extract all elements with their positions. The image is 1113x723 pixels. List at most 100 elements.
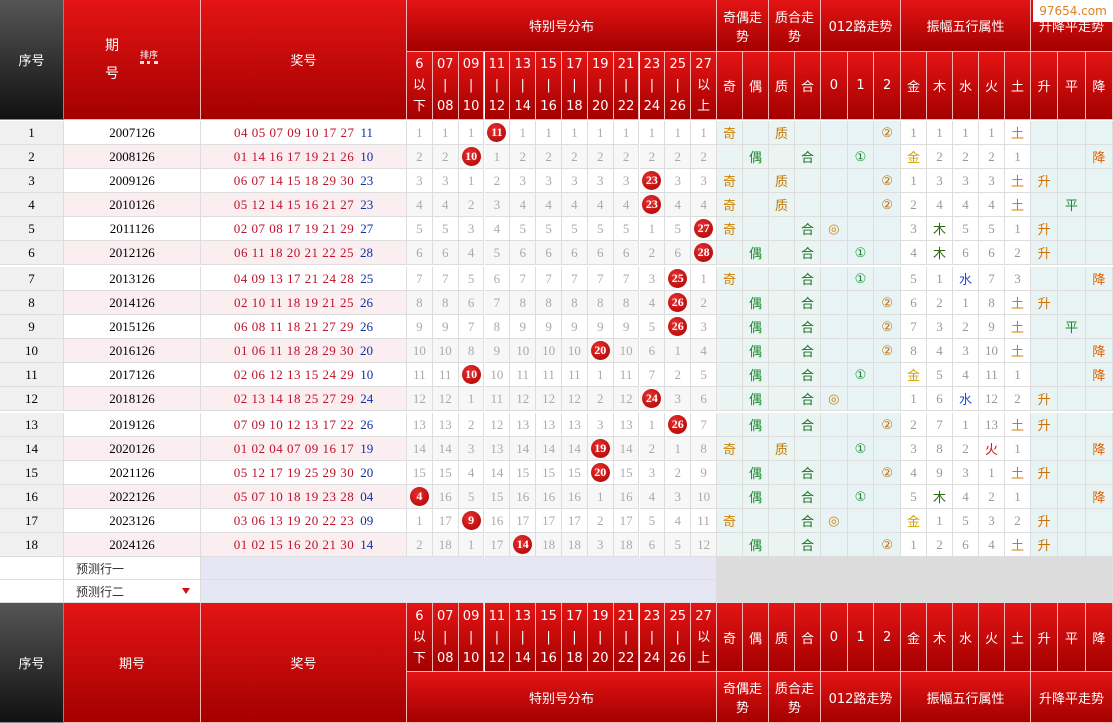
oe-cell: 偶 [743,291,769,315]
dist-cell: 1 [639,217,666,241]
dist-cell: 3 [536,169,562,193]
dist-cell: 12 [562,387,588,411]
trend-cell: 升 [1031,413,1059,437]
wx-cell: 1 [1005,437,1031,461]
wx-cell: 土 [1005,291,1031,315]
seq-cell: 14 [0,437,64,461]
pc-cell: 质 [769,121,795,145]
numbers: 04 05 07 09 10 17 27 [233,124,355,140]
road-cell: ① [847,241,875,265]
trend-cell [1085,169,1113,193]
road-cell [847,461,875,485]
special-number: 19 [360,440,374,456]
wx-cell: 13 [979,413,1005,437]
sort-button[interactable]: 排序 [140,48,159,64]
issue-cell: 2012126 [64,241,201,265]
dist-cell: 4 [639,291,666,315]
pc-cell [769,413,795,437]
special-number: 26 [360,318,374,334]
pc-cell [769,339,795,363]
dist-cell: 6 [587,241,614,265]
dist-cell: 8 [562,291,588,315]
sub-header: 土 [1005,52,1031,120]
dist-cell: 4 [510,193,537,217]
wx-cell: 4 [979,193,1005,217]
dist-cell: 16 [562,485,588,509]
dist-cell: 11 [613,363,640,387]
numbers: 01 06 11 18 28 29 30 [233,342,355,358]
wx-cell: 4 [901,461,927,485]
dist-cell: 3 [458,217,485,241]
wx-cell: 6 [901,291,927,315]
range-part: 19 [591,57,609,72]
range-part: 18 [566,99,583,114]
dist-cell: 3 [587,169,614,193]
dist-cell: 3 [691,315,717,339]
range-part: 09 [462,57,480,72]
dist-cell: 3 [665,169,692,193]
dist-cell: 6 [458,291,485,315]
seq-cell: 12 [0,387,64,411]
dist-cell: 4 [458,241,485,265]
wx-cell: 10 [979,339,1005,363]
dist-cell: 1 [587,485,614,509]
trend-cell [1031,363,1059,387]
pc-cell [769,509,795,533]
issue-cell: 2007126 [64,121,201,145]
wx-cell: 5 [953,217,979,241]
trend-cell [1085,315,1113,339]
dist-cell: 4 [458,461,485,485]
hit-ball: 27 [694,219,714,238]
range-header: 17 | 18 [562,52,588,120]
trend-cell [1031,437,1059,461]
range-part: 10 [462,99,480,114]
dist-cell: 5 [665,217,692,241]
hit-ball: 20 [590,463,610,482]
trend-cell [1031,193,1059,217]
wx-cell: 土 [1005,339,1031,363]
dist-cell: 1 [458,121,485,145]
dist-cell: 7 [587,267,614,291]
wx-cell: 1 [1005,145,1031,169]
road-cell [821,413,848,437]
dist-cell: 15 [432,461,459,485]
numbers: 04 09 13 17 21 24 28 [233,270,355,286]
road-cell [874,241,901,265]
seq-cell: 2 [0,145,64,169]
dist-cell: 15 [613,461,640,485]
sub-header: 火 [979,52,1005,120]
dist-cell: 11 [432,363,459,387]
issue-cell: 2024126 [64,533,201,557]
wx-cell: 4 [979,533,1005,557]
dist-cell: 12 [536,387,562,411]
range-part: | [572,629,577,645]
wx-cell: 1 [927,121,953,145]
sub-header: 降 [1085,603,1113,672]
numbers-cell: 03 06 13 19 20 22 23 09 [201,509,407,533]
range-header: 09 | 10 [458,603,485,672]
trend-cell [1085,533,1113,557]
range-part: 以 [412,78,426,93]
dist-cell: 20 [587,461,614,485]
sub-header: 升 [1031,603,1059,672]
trend-cell: 升 [1031,461,1059,485]
wx-cell: 水 [953,387,979,411]
hit-ball: 24 [642,389,662,408]
dist-cell: 13 [562,413,588,437]
trend-cell [1031,339,1059,363]
range-part: | [468,629,474,645]
oe-cell [717,461,743,485]
dist-cell: 9 [562,315,588,339]
trend-cell: 降 [1085,145,1113,169]
dist-cell: 8 [510,291,537,315]
dist-cell: 9 [484,339,511,363]
oe-cell: 偶 [743,387,769,411]
dist-cell: 25 [665,267,692,291]
seq-cell: 16 [0,485,64,509]
dist-cell: 4 [639,485,666,509]
sub-header: 偶 [743,52,769,120]
range-part: | [572,78,577,93]
pc-cell [769,387,795,411]
seq-cell: 9 [0,315,64,339]
wx-cell: 3 [1005,267,1031,291]
